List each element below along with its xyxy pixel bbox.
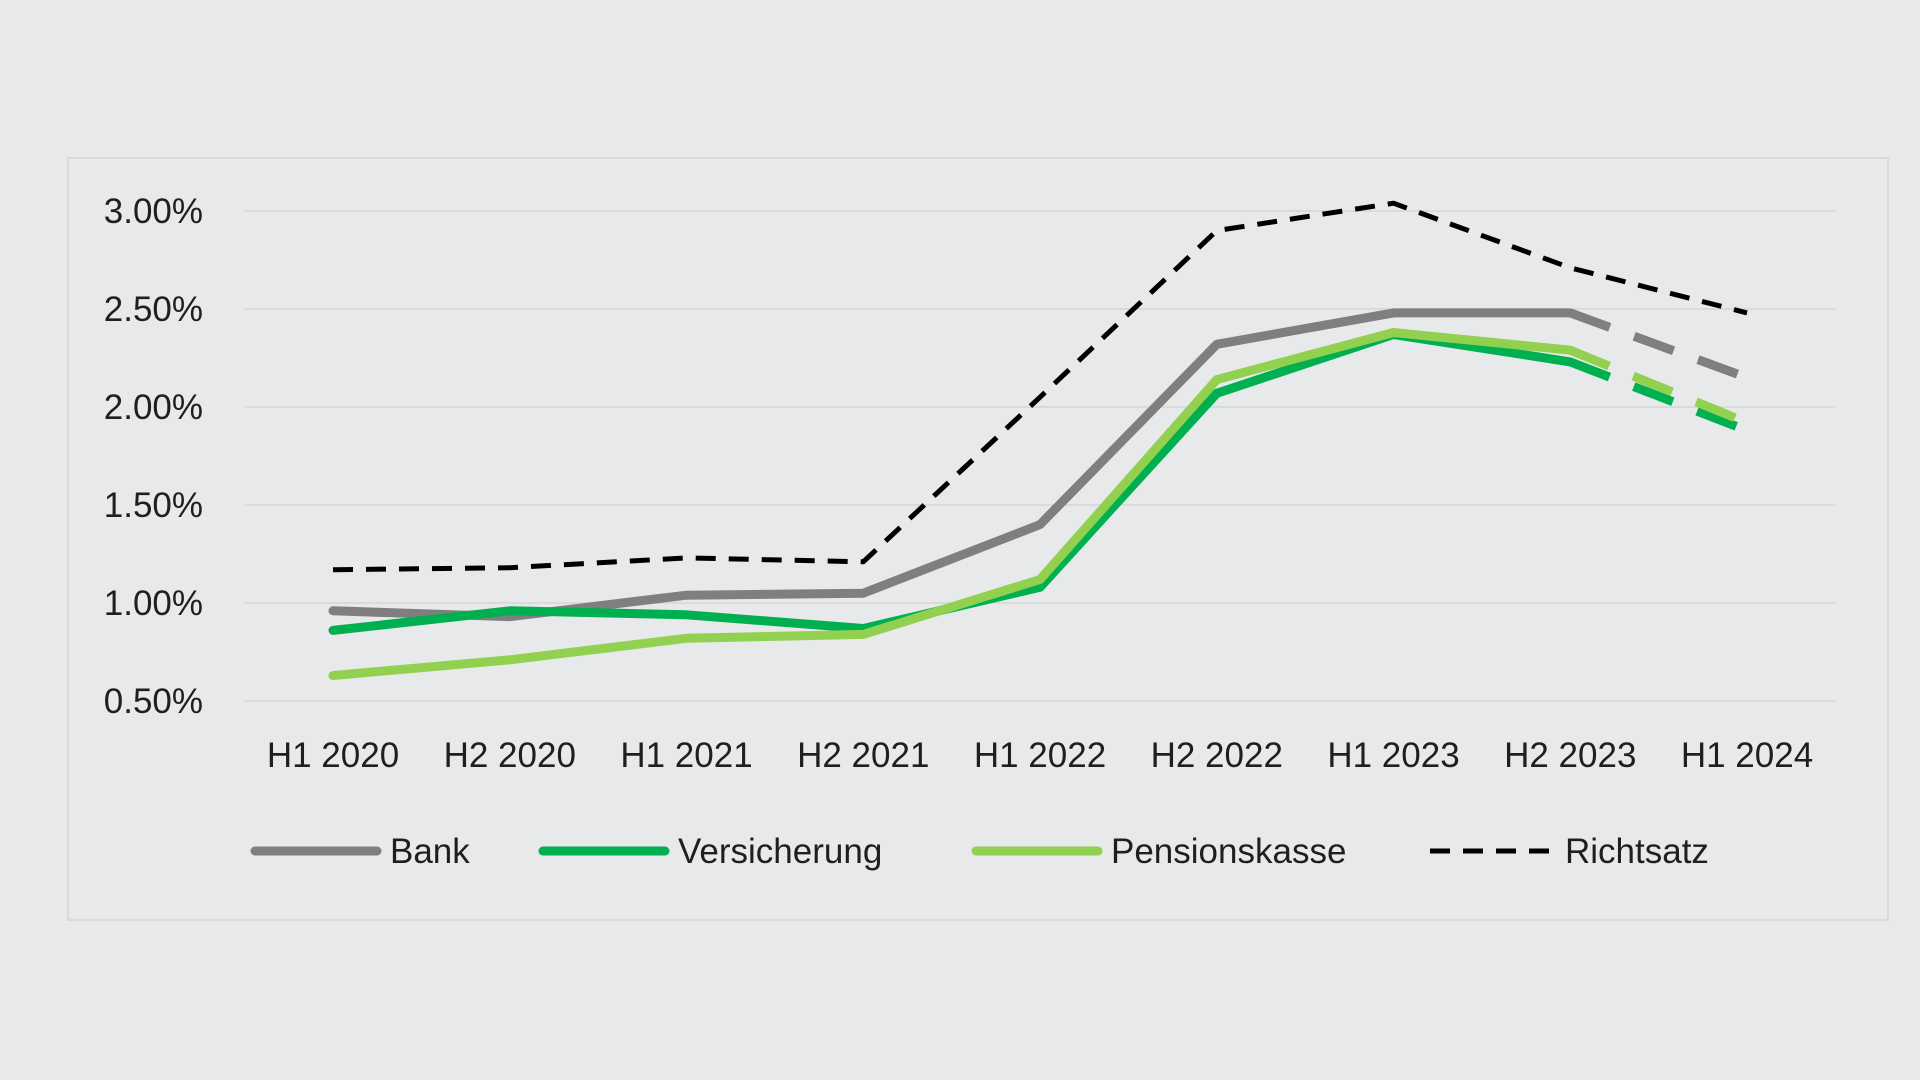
legend: Bank Versicherung Pensionskasse Richtsatz [250,832,1709,871]
y-tick-label: 2.00% [104,388,203,427]
y-axis-ticks: 3.00% 2.50% 2.00% 1.50% 1.00% 0.50% [104,192,203,721]
series-lines [328,200,1749,680]
legend-label-pensionskasse: Pensionskasse [1111,832,1346,871]
series-forecast-pensionskasse [1568,346,1749,427]
x-tick-label: H2 2020 [444,736,576,775]
x-tick-label: H1 2021 [620,736,752,775]
legend-label-bank: Bank [390,832,470,871]
series-line-richtsatz [332,200,1748,573]
gridlines [245,210,1835,702]
x-tick-label: H2 2022 [1151,736,1283,775]
y-tick-label: 0.50% [104,682,203,721]
y-tick-label: 3.00% [104,192,203,231]
y-tick-label: 1.00% [104,584,203,623]
x-tick-label: H1 2022 [974,736,1106,775]
y-tick-label: 1.50% [104,486,203,525]
series-forecast-versicherung [1568,357,1749,435]
x-tick-label: H1 2020 [267,736,399,775]
legend-label-richtsatz: Richtsatz [1565,832,1709,871]
legend-label-versicherung: Versicherung [678,832,882,871]
x-tick-label: H2 2023 [1504,736,1636,775]
x-tick-label: H2 2021 [797,736,929,775]
plot-frame [67,157,1889,921]
x-tick-label: H1 2024 [1681,736,1813,775]
series-line-pensionskasse [328,328,1575,680]
y-tick-label: 2.50% [104,290,203,329]
x-axis-ticks: H1 2020 H2 2020 H1 2021 H2 2021 H1 2022 H2 20… [267,736,1813,775]
series-forecast-bank [1568,308,1749,382]
x-tick-label: H1 2023 [1327,736,1459,775]
